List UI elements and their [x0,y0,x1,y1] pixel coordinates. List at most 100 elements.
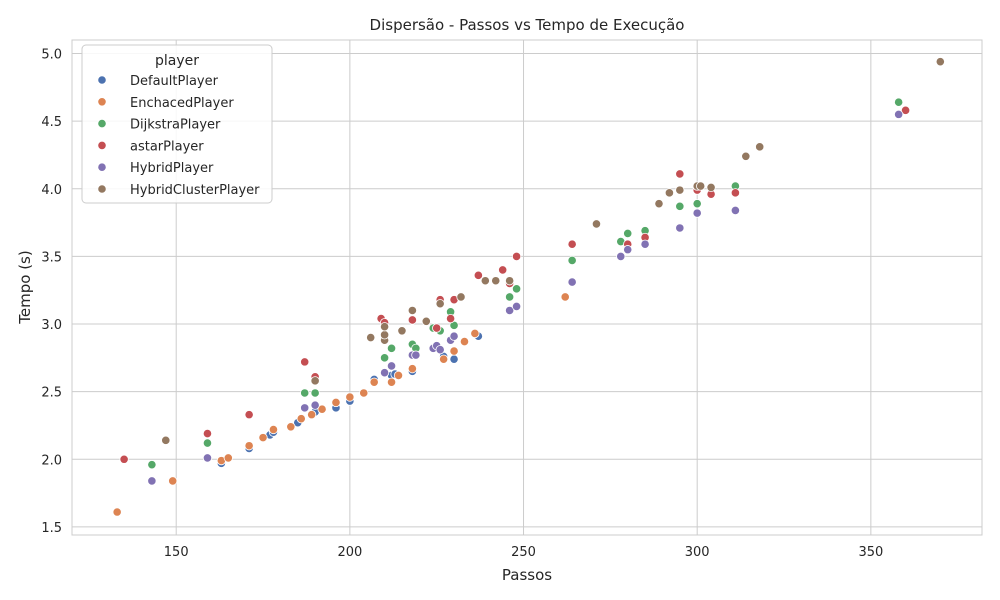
legend-box [81,44,273,204]
data-point [119,454,129,464]
data-point [623,245,633,255]
y-axis-label: Tempo (s) [16,250,34,324]
data-point [147,460,157,470]
data-point [300,388,310,398]
legend-label: EnchacedPlayer [130,96,234,111]
data-point [366,332,376,343]
data-point [439,354,449,364]
data-point [675,201,685,211]
data-point [386,377,397,387]
data-point [432,323,442,333]
data-point [393,370,404,381]
data-point [386,361,397,371]
data-point [317,404,327,414]
y-tick-label: 2.0 [41,453,62,468]
data-point [894,97,904,107]
legend-label: DijkstraPlayer [130,118,221,133]
data-point [730,205,740,216]
data-point [258,433,268,443]
data-point [567,239,577,249]
data-point [696,181,706,191]
x-axis-label: Passos [502,566,552,584]
data-point [300,357,310,367]
legend-marker [97,97,107,107]
data-point [900,105,911,115]
data-point [511,251,522,261]
data-point [379,353,390,363]
data-point [567,277,577,287]
x-tick-label: 250 [511,545,536,560]
data-point [640,239,650,249]
legend-marker [97,162,107,172]
legend-marker [97,75,107,85]
data-point [379,330,390,340]
legend-title: player [155,53,199,69]
y-tick-label: 2.5 [41,386,62,401]
data-point [369,377,379,387]
data-point [449,331,459,341]
data-point [386,343,397,353]
data-point [567,255,577,266]
x-tick-label: 300 [685,545,710,560]
data-point [456,292,466,302]
data-point [623,228,633,239]
legend-marker [97,140,107,150]
data-point [435,345,445,355]
data-point [359,388,369,398]
data-point [591,219,602,229]
data-point [202,438,213,448]
legend-marker [97,184,107,194]
data-point [296,414,306,424]
data-point [449,354,459,364]
chart-title: Dispersão - Passos vs Tempo de Execução [370,16,685,34]
data-point [675,223,685,233]
data-point [407,305,417,316]
data-point [161,435,171,445]
data-point [300,403,310,413]
data-point [379,368,390,378]
data-point [244,441,254,451]
data-point [112,507,122,517]
data-point [202,453,213,463]
data-point [223,453,233,463]
data-point [560,292,570,302]
data-point [244,410,254,420]
y-tick-labels: 1.5 2.0 2.5 3.0 3.5 4.0 4.5 5.0 [41,48,62,536]
data-point [379,322,390,332]
y-tick-label: 5.0 [41,48,62,63]
data-point [310,376,320,386]
legend-marker [97,119,107,129]
legend-label: HybridClusterPlayer [130,183,260,198]
y-tick-label: 4.5 [41,115,62,130]
data-point [310,388,320,398]
data-points [112,57,945,517]
legend-label: HybridPlayer [130,161,214,176]
data-point [511,301,522,312]
data-point [411,350,421,360]
x-tick-label: 150 [164,545,189,560]
data-point [505,276,515,286]
legend-label: DefaultPlayer [130,74,219,89]
data-point [755,142,765,152]
data-point [616,251,626,261]
data-point [397,326,407,336]
data-point [168,476,178,486]
legend-items: DefaultPlayer EnchacedPlayer DijkstraPlaye… [97,74,260,198]
data-point [445,314,456,324]
data-point [286,422,296,432]
data-point [459,336,470,347]
data-point [654,199,664,209]
data-point [345,392,355,402]
data-point [307,410,317,420]
y-tick-label: 4.0 [41,183,62,198]
data-point [449,346,459,356]
data-point [935,57,945,67]
x-tick-label: 200 [337,545,362,560]
data-point [473,270,483,280]
data-point [407,364,417,374]
y-tick-label: 3.0 [41,318,62,333]
x-tick-labels: 150 200 250 300 350 [164,545,883,560]
data-point [741,151,751,161]
data-point [730,188,740,198]
